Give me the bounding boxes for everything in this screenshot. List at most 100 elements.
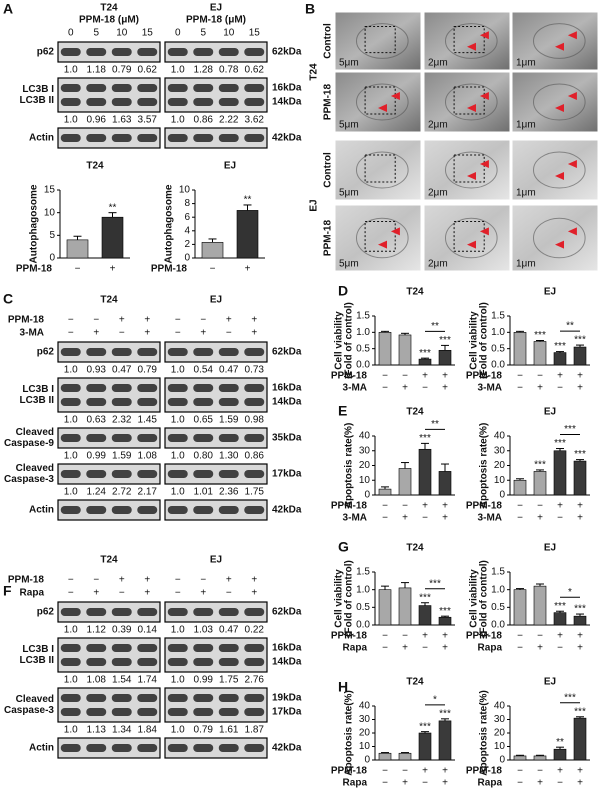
quant-value: 1.13 bbox=[87, 725, 107, 736]
bar bbox=[418, 605, 432, 626]
condition-sign: + bbox=[200, 588, 206, 599]
bar bbox=[573, 460, 587, 496]
band bbox=[218, 384, 239, 392]
condition-sign: + bbox=[422, 371, 428, 382]
bar bbox=[533, 471, 547, 496]
band bbox=[111, 98, 132, 106]
significance: *** bbox=[439, 335, 451, 346]
condition-sign: − bbox=[557, 778, 563, 789]
condition-sign: − bbox=[68, 575, 74, 586]
condition-sign: + bbox=[251, 575, 257, 586]
condition-sign: + bbox=[442, 513, 448, 524]
y-tick-label: 20 bbox=[494, 728, 506, 739]
chart-title: T24 bbox=[406, 407, 424, 418]
condition-sign: − bbox=[119, 588, 125, 599]
quant-value: 1.75 bbox=[219, 675, 239, 686]
band bbox=[193, 348, 214, 356]
band bbox=[137, 694, 158, 702]
scale-bar-label: 5μm bbox=[339, 259, 359, 270]
row-label: Control bbox=[323, 23, 334, 59]
scale-bar-label: 5μm bbox=[339, 58, 359, 69]
arrow bbox=[467, 42, 476, 51]
zoom-box bbox=[364, 86, 396, 115]
cell-structure bbox=[445, 217, 498, 259]
bar bbox=[573, 615, 587, 626]
band bbox=[167, 384, 188, 392]
quant-value: 0.78 bbox=[219, 65, 239, 76]
y-tick-label: 0 bbox=[364, 755, 370, 766]
band bbox=[244, 470, 265, 478]
band bbox=[137, 384, 158, 392]
band bbox=[111, 506, 132, 514]
y-tick-label: 0.0 bbox=[491, 360, 505, 371]
bracket-label: *** bbox=[564, 424, 576, 435]
arrow bbox=[555, 42, 564, 51]
quant-value: 3.62 bbox=[245, 115, 265, 126]
band bbox=[244, 608, 265, 616]
condition-sign: − bbox=[557, 643, 563, 654]
dose: 10 bbox=[116, 28, 128, 39]
band bbox=[137, 348, 158, 356]
blot-box bbox=[164, 377, 268, 413]
cell-line-label: EJ bbox=[309, 199, 320, 211]
condition-name: 3-MA bbox=[343, 383, 367, 394]
quant-value: 2.36 bbox=[219, 487, 239, 498]
band bbox=[244, 434, 265, 442]
band bbox=[111, 398, 132, 406]
band bbox=[244, 134, 265, 142]
quant-value: 0.99 bbox=[194, 675, 214, 686]
band bbox=[86, 384, 107, 392]
y-axis-label: (Fold of control) bbox=[344, 302, 355, 379]
blot-box bbox=[57, 341, 161, 363]
condition-sign: − bbox=[537, 631, 543, 642]
bar bbox=[398, 468, 412, 496]
y-tick-label: 1.5 bbox=[356, 567, 370, 578]
condition-sign: + bbox=[226, 575, 232, 586]
arrow bbox=[467, 104, 476, 112]
band bbox=[244, 98, 265, 106]
arrow bbox=[390, 227, 400, 236]
kda-label: 16kDa bbox=[272, 83, 302, 94]
arrow bbox=[467, 172, 476, 180]
dose: 15 bbox=[142, 28, 154, 39]
bar bbox=[418, 448, 432, 496]
arrow bbox=[567, 92, 577, 100]
bar bbox=[513, 332, 527, 366]
band bbox=[193, 434, 214, 442]
cell-structure bbox=[533, 151, 586, 189]
bar bbox=[438, 616, 452, 626]
condition-sign: − bbox=[68, 328, 74, 339]
cell-structure bbox=[533, 23, 586, 59]
condition-sign: + bbox=[577, 643, 583, 654]
band bbox=[86, 506, 107, 514]
bar bbox=[378, 488, 392, 496]
band bbox=[60, 744, 81, 752]
y-tick-label: 0.5 bbox=[491, 602, 505, 613]
condition-name: PPM-18 bbox=[466, 631, 503, 642]
band bbox=[218, 434, 239, 442]
band bbox=[167, 84, 188, 92]
bracket-label: ** bbox=[566, 321, 574, 332]
kda-label: 14kDa bbox=[272, 657, 302, 668]
significance: *** bbox=[574, 604, 586, 615]
quant-value: 0.63 bbox=[87, 415, 107, 426]
y-tick-label: 30 bbox=[359, 445, 371, 456]
scale-bar-label: 1μm bbox=[516, 120, 536, 131]
scale-bar-label: 1μm bbox=[516, 58, 536, 69]
bar bbox=[573, 717, 587, 761]
cell-structure bbox=[356, 83, 409, 121]
band bbox=[60, 384, 81, 392]
scale-bar-label: 5μm bbox=[339, 188, 359, 199]
band bbox=[218, 506, 239, 514]
em-image bbox=[334, 71, 422, 133]
quant-value: 1.18 bbox=[87, 65, 107, 76]
condition-sign: − bbox=[422, 778, 428, 789]
condition-sign: − bbox=[226, 328, 232, 339]
panel-letter: A bbox=[3, 1, 13, 17]
band bbox=[137, 644, 158, 652]
panel-letter: D bbox=[338, 283, 348, 299]
y-tick-label: 1.5 bbox=[491, 311, 505, 322]
band bbox=[86, 608, 107, 616]
y-tick-label: 1.0 bbox=[356, 327, 370, 338]
y-tick-label: 10 bbox=[359, 475, 371, 486]
